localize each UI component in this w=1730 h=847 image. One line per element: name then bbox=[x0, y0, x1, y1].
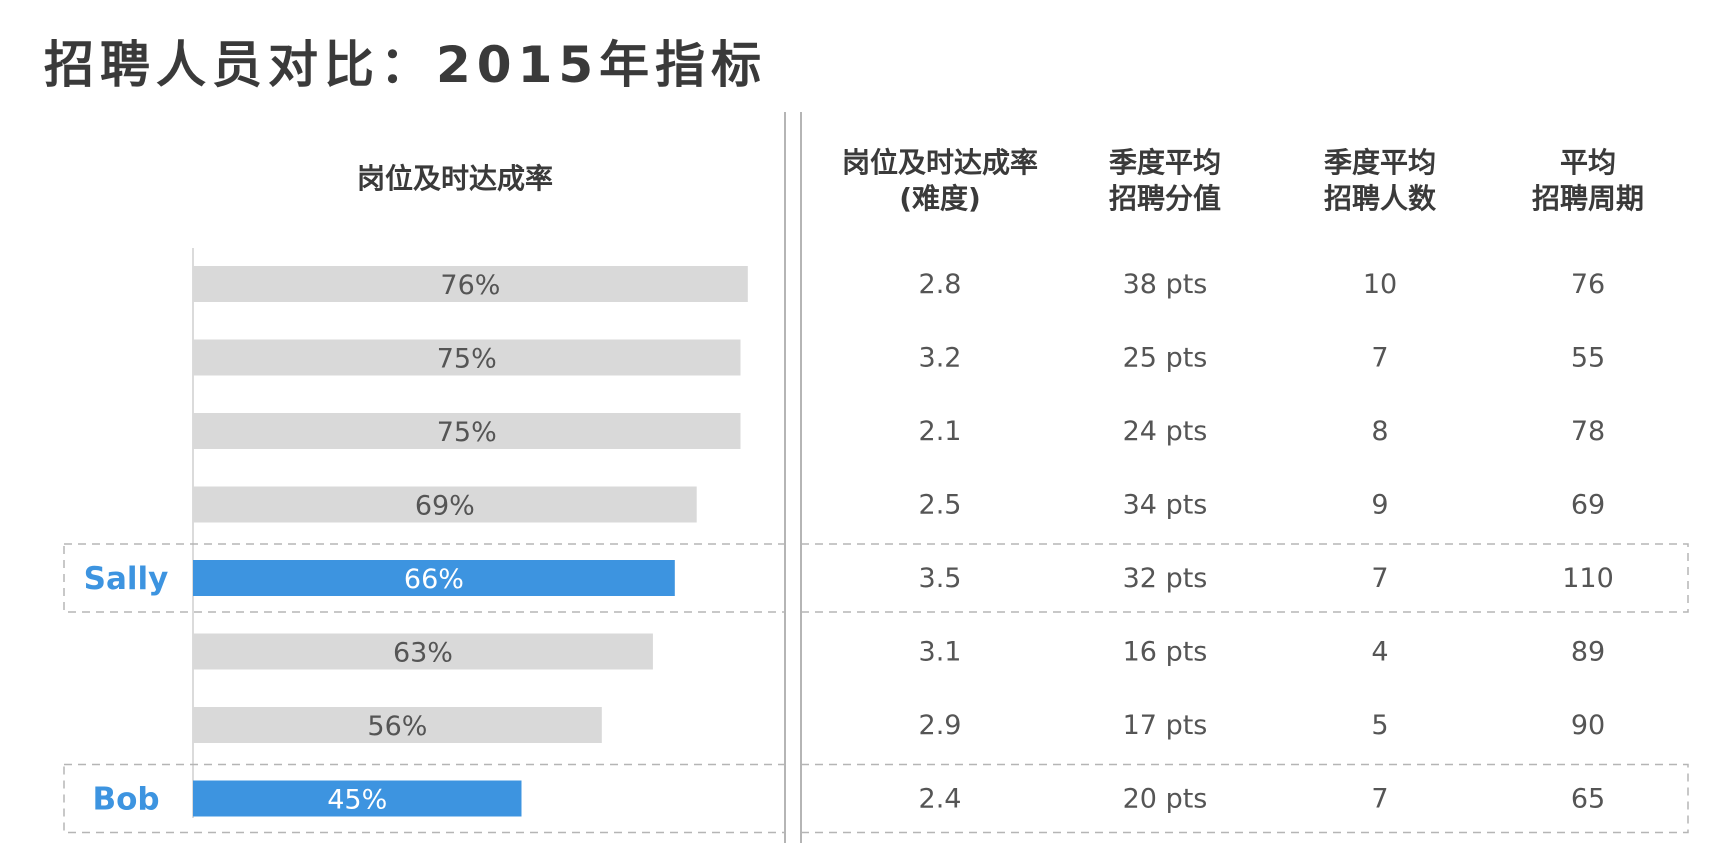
table-cell: 2.1 bbox=[919, 416, 962, 447]
bar-column-header: 岗位及时达成率 bbox=[357, 162, 553, 195]
recruiter-label: Sally bbox=[84, 561, 169, 597]
highlight-box-left bbox=[63, 543, 786, 613]
table-cell: 3.1 bbox=[919, 637, 962, 668]
table-cell: 7 bbox=[1371, 784, 1388, 815]
column-header-2-line-2: 招聘分值 bbox=[1109, 182, 1221, 215]
table-cell: 2.5 bbox=[919, 490, 962, 521]
bar bbox=[193, 486, 697, 523]
bar-label: 69% bbox=[415, 491, 475, 522]
bar bbox=[193, 633, 653, 670]
table-cell: 3.5 bbox=[919, 563, 962, 594]
chart-title: 招聘人员对比：2015年指标 bbox=[44, 36, 767, 94]
column-header-4-line-2: 招聘周期 bbox=[1532, 182, 1644, 215]
table-cell: 69 bbox=[1571, 490, 1605, 521]
column-header-3-line-1: 季度平均 bbox=[1324, 146, 1436, 179]
table-cell: 34 pts bbox=[1123, 490, 1208, 521]
bar-labels: 76% 75% 75% 69% 66% 63% 56% 45% bbox=[327, 270, 500, 816]
table-cell: 9 bbox=[1371, 490, 1388, 521]
highlight-box-right bbox=[800, 543, 1689, 613]
recruiter-label: Bob bbox=[92, 782, 159, 818]
table-cell: 2.4 bbox=[919, 784, 962, 815]
bar bbox=[193, 780, 522, 817]
bar bbox=[193, 339, 741, 376]
bar bbox=[193, 413, 741, 449]
row-labels: Sally Bob bbox=[84, 561, 169, 818]
table-cell: 55 bbox=[1571, 343, 1605, 374]
bar-label: 66% bbox=[404, 564, 464, 595]
table-cell: 76 bbox=[1571, 269, 1605, 300]
bar-label: 63% bbox=[393, 638, 453, 669]
highlight-box-left bbox=[63, 763, 786, 834]
table-cell: 32 pts bbox=[1123, 563, 1208, 594]
table-cell: 65 bbox=[1571, 784, 1605, 815]
metrics-table: 2.8 38 pts 10 76 3.2 25 pts 7 55 2.1 24 pts 8 78 2.5… bbox=[919, 269, 1614, 815]
table-row: 3.1 16 pts 4 89 bbox=[919, 637, 1606, 668]
column-header-3-line-2: 招聘人数 bbox=[1324, 182, 1437, 215]
table-cell: 2.8 bbox=[919, 269, 962, 300]
table-row: 2.9 17 pts 5 90 bbox=[919, 710, 1606, 741]
table-row: 3.2 25 pts 7 55 bbox=[919, 343, 1606, 374]
table-row: 2.1 24 pts 8 78 bbox=[919, 416, 1606, 447]
bar-label: 45% bbox=[327, 785, 387, 816]
highlight-boxes bbox=[63, 543, 1689, 834]
table-cell: 25 pts bbox=[1123, 343, 1208, 374]
bar-label: 75% bbox=[437, 344, 497, 375]
table-row: 2.4 20 pts 7 65 bbox=[919, 784, 1606, 815]
bar-label: 75% bbox=[437, 417, 497, 448]
table-row: 2.5 34 pts 9 69 bbox=[919, 490, 1606, 521]
column-header-1-line-2: (难度) bbox=[899, 182, 981, 215]
bar bbox=[193, 266, 748, 302]
table-cell: 38 pts bbox=[1123, 269, 1208, 300]
bar-label: 76% bbox=[440, 270, 500, 301]
table-row: 2.8 38 pts 10 76 bbox=[919, 269, 1606, 300]
table-cell: 3.2 bbox=[919, 343, 962, 374]
table-cell: 17 pts bbox=[1123, 710, 1208, 741]
highlight-box-right bbox=[800, 763, 1689, 834]
bar bbox=[193, 560, 675, 596]
table-cell: 20 pts bbox=[1123, 784, 1208, 815]
table-cell: 78 bbox=[1571, 416, 1605, 447]
table-cell: 16 pts bbox=[1123, 637, 1208, 668]
bar bbox=[193, 707, 602, 743]
table-cell: 110 bbox=[1562, 563, 1614, 594]
table-row: 3.5 32 pts 7 110 bbox=[919, 563, 1614, 594]
table-cell: 7 bbox=[1371, 343, 1388, 374]
table-cell: 24 pts bbox=[1123, 416, 1208, 447]
column-header-4-line-1: 平均 bbox=[1560, 146, 1616, 179]
table-cell: 5 bbox=[1371, 710, 1388, 741]
table-cell: 89 bbox=[1571, 637, 1605, 668]
table-cell: 4 bbox=[1371, 637, 1388, 668]
table-cell: 7 bbox=[1371, 563, 1388, 594]
bar-label: 56% bbox=[367, 711, 427, 742]
column-header-2-line-1: 季度平均 bbox=[1109, 146, 1221, 179]
table-cell: 2.9 bbox=[919, 710, 962, 741]
table-cell: 10 bbox=[1363, 269, 1397, 300]
table-cell: 90 bbox=[1571, 710, 1605, 741]
column-header-1-line-1: 岗位及时达成率 bbox=[842, 146, 1038, 179]
bars bbox=[193, 266, 748, 817]
table-cell: 8 bbox=[1371, 416, 1388, 447]
